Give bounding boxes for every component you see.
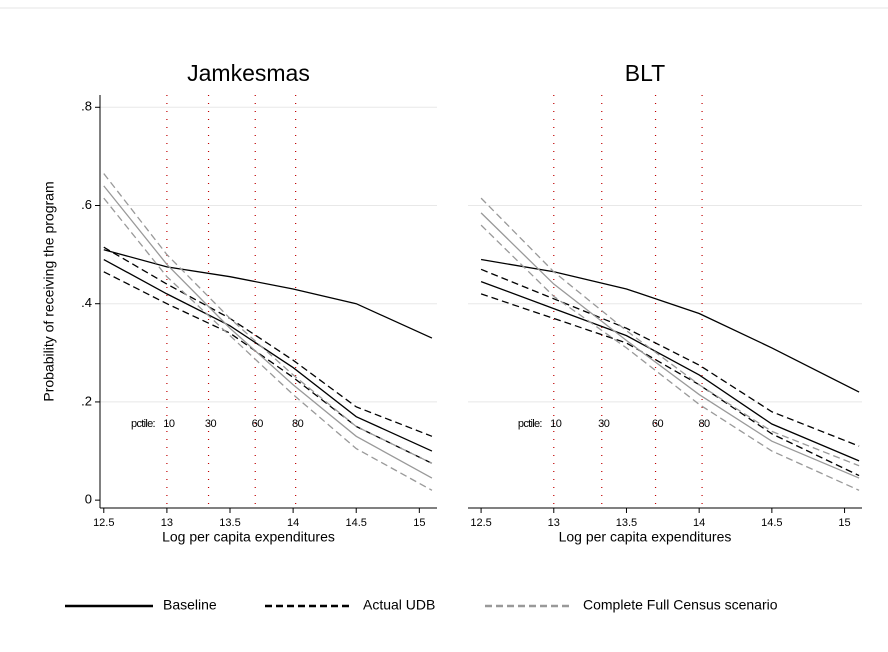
x-tick-label: 13.5 [219, 517, 240, 529]
y-tick-label: .6 [81, 197, 92, 212]
chart-title: BLT [625, 60, 665, 86]
percentile-label: 10 [550, 418, 562, 430]
x-tick-label: 14 [693, 517, 705, 529]
x-tick-label: 13 [548, 517, 560, 529]
y-axis-label: Probability of receiving the program [41, 181, 57, 401]
percentile-label: 80 [292, 418, 304, 430]
x-tick-label: 13 [161, 517, 173, 529]
percentile-label: 60 [652, 418, 664, 430]
y-tick-label: .2 [81, 393, 92, 408]
series-line [480, 258, 860, 393]
percentile-label: 30 [598, 418, 610, 430]
percentile-label: 60 [252, 418, 264, 430]
series-line [103, 185, 433, 479]
series-line [480, 212, 860, 479]
ci-line [480, 293, 860, 477]
series-line [480, 281, 860, 462]
y-tick-label: 0 [85, 492, 92, 507]
x-tick-label: 12.5 [93, 517, 114, 529]
x-tick-label: 14.5 [761, 517, 782, 529]
percentile-label: 10 [163, 418, 175, 430]
y-tick-label: .4 [81, 295, 92, 310]
y-tick-label: .8 [81, 99, 92, 114]
x-tick-label: 15 [413, 517, 425, 529]
x-tick-label: 12.5 [470, 517, 491, 529]
percentile-label: 80 [698, 418, 710, 430]
legend-label: Baseline [163, 597, 217, 613]
x-tick-label: 13.5 [616, 517, 637, 529]
chart-title: Jamkesmas [187, 60, 310, 86]
x-tick-label: 15 [838, 517, 850, 529]
percentile-caption: pctile: [518, 418, 542, 430]
series-line [103, 249, 433, 339]
x-axis-label: Log per capita expenditures [162, 529, 335, 545]
ci-line [103, 173, 433, 464]
ci-line [103, 246, 433, 437]
ci-line [480, 197, 860, 467]
ci-line [103, 271, 433, 464]
percentile-label: 30 [205, 418, 217, 430]
percentile-caption: pctile: [131, 418, 155, 430]
x-tick-label: 14 [287, 517, 299, 529]
x-axis-label: Log per capita expenditures [559, 529, 732, 545]
ci-line [103, 197, 433, 491]
x-tick-label: 14.5 [346, 517, 367, 529]
legend-label: Actual UDB [363, 597, 435, 613]
legend-label: Complete Full Census scenario [583, 597, 778, 613]
ci-line [480, 224, 860, 491]
